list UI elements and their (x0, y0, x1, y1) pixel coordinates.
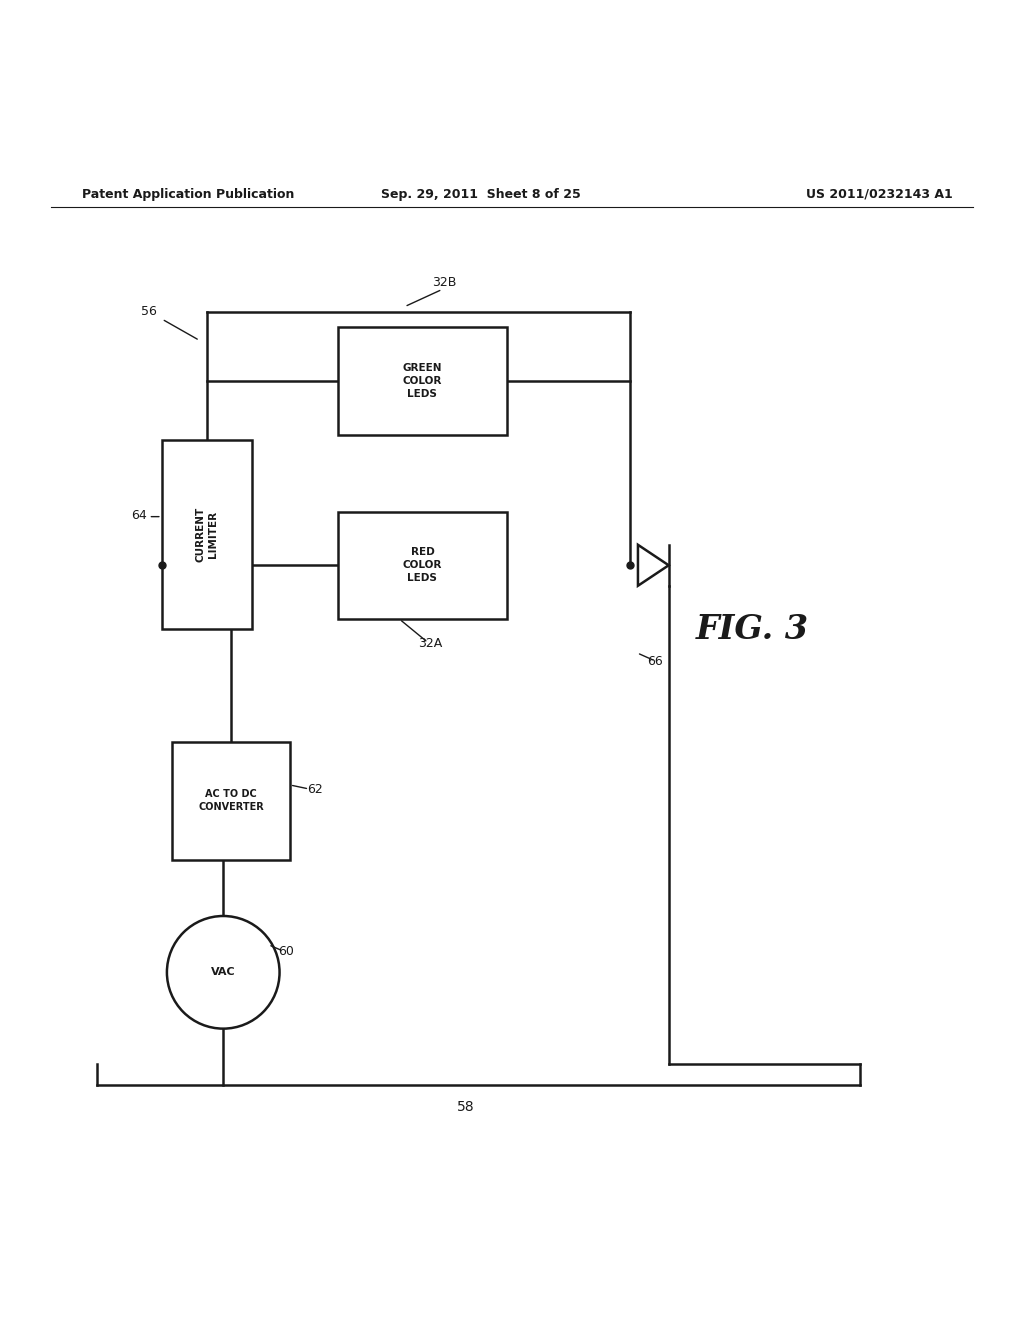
Text: 64: 64 (131, 508, 146, 521)
Text: AC TO DC
CONVERTER: AC TO DC CONVERTER (198, 789, 264, 812)
Text: Sep. 29, 2011  Sheet 8 of 25: Sep. 29, 2011 Sheet 8 of 25 (381, 187, 582, 201)
Polygon shape (638, 545, 669, 586)
Text: 60: 60 (279, 945, 295, 958)
Circle shape (167, 916, 280, 1028)
Bar (338, 327, 507, 434)
Text: CURRENT
LIMITER: CURRENT LIMITER (196, 507, 218, 562)
Bar (172, 742, 290, 859)
Text: RED
COLOR
LEDS: RED COLOR LEDS (402, 546, 442, 583)
Bar (162, 440, 252, 630)
Bar (338, 512, 507, 619)
Text: 56: 56 (141, 305, 158, 318)
Text: US 2011/0232143 A1: US 2011/0232143 A1 (806, 187, 952, 201)
Text: FIG. 3: FIG. 3 (696, 612, 809, 645)
Text: 58: 58 (457, 1101, 475, 1114)
Text: Patent Application Publication: Patent Application Publication (82, 187, 294, 201)
Text: 32A: 32A (418, 636, 442, 649)
Text: 62: 62 (307, 783, 323, 796)
Text: GREEN
COLOR
LEDS: GREEN COLOR LEDS (402, 363, 442, 399)
Text: 32B: 32B (432, 276, 457, 289)
Text: 66: 66 (647, 655, 663, 668)
Text: VAC: VAC (211, 968, 236, 977)
